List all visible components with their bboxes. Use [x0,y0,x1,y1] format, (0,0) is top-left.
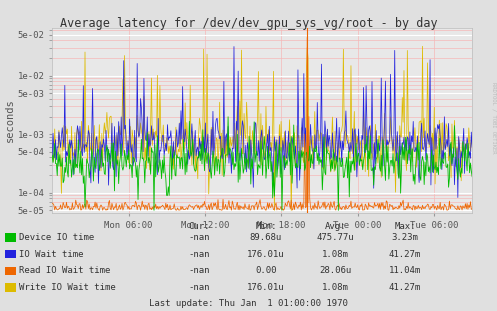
Text: -nan: -nan [188,283,210,292]
Text: 41.27m: 41.27m [389,283,421,292]
Text: -nan: -nan [188,233,210,242]
Text: Read IO Wait time: Read IO Wait time [19,267,110,275]
Text: Average latency for /dev/dev_gpu_sys_vg/root - by day: Average latency for /dev/dev_gpu_sys_vg/… [60,17,437,30]
Y-axis label: seconds: seconds [5,99,15,142]
Text: 0.00: 0.00 [255,267,277,275]
Text: Cur:: Cur: [188,222,210,231]
Text: 3.23m: 3.23m [392,233,418,242]
Text: Write IO Wait time: Write IO Wait time [19,283,116,292]
Text: -nan: -nan [188,267,210,275]
Text: Device IO time: Device IO time [19,233,94,242]
Text: IO Wait time: IO Wait time [19,250,83,258]
Text: 28.06u: 28.06u [320,267,351,275]
Text: 89.68u: 89.68u [250,233,282,242]
Text: -nan: -nan [188,250,210,258]
Text: RRDTOOL / TOBI OETIKER: RRDTOOL / TOBI OETIKER [491,82,496,154]
Text: Max:: Max: [394,222,416,231]
Text: 176.01u: 176.01u [247,250,285,258]
Text: Min:: Min: [255,222,277,231]
Text: 1.08m: 1.08m [322,283,349,292]
Text: Avg:: Avg: [325,222,346,231]
Text: Last update: Thu Jan  1 01:00:00 1970: Last update: Thu Jan 1 01:00:00 1970 [149,299,348,308]
Text: 11.04m: 11.04m [389,267,421,275]
Text: 41.27m: 41.27m [389,250,421,258]
Text: 1.08m: 1.08m [322,250,349,258]
Text: 475.77u: 475.77u [317,233,354,242]
Text: 176.01u: 176.01u [247,283,285,292]
